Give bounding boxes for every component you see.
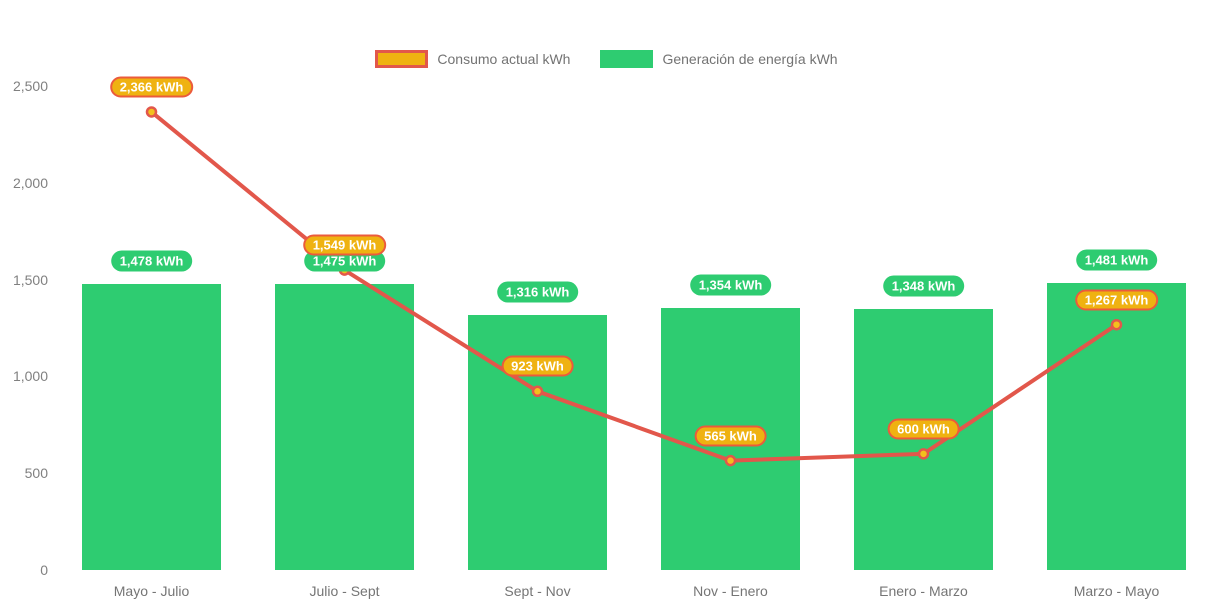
- y-axis-tick-label: 2,000: [12, 174, 48, 191]
- y-axis-tick-label: 2,500: [12, 78, 48, 94]
- y-axis-tick-label: 0: [40, 562, 48, 578]
- generation-value-label: 1,348 kWh: [882, 275, 965, 297]
- consumption-point-marker[interactable]: [917, 448, 930, 460]
- generation-value-label: 1,316 kWh: [496, 281, 579, 303]
- consumption-point-marker[interactable]: [724, 454, 737, 467]
- generation-bar[interactable]: [275, 284, 414, 570]
- x-axis-category-label: Julio - Sept: [309, 583, 380, 599]
- x-axis-category-label: Sept - Nov: [504, 583, 571, 599]
- consumption-value-label: 1,549 kWh: [302, 234, 387, 256]
- generacion-swatch-icon: [600, 50, 654, 68]
- y-axis-tick-label: 1,000: [12, 368, 48, 385]
- x-axis-category-label: Mayo - Julio: [113, 583, 190, 599]
- consumo-swatch-icon: [375, 50, 429, 68]
- y-axis-tick-label: 1,500: [12, 271, 48, 288]
- generation-bar[interactable]: [82, 283, 221, 570]
- generation-value-label: 1,478 kWh: [110, 250, 193, 272]
- legend-label-consumo: Consumo actual kWh: [437, 51, 571, 67]
- generation-value-label: 1,475 kWh: [303, 250, 386, 272]
- x-axis-category-label: Enero - Marzo: [879, 583, 968, 599]
- consumption-value-label: 600 kWh: [887, 418, 960, 440]
- consumption-point-marker[interactable]: [531, 385, 544, 398]
- legend-item-generacion[interactable]: Generación de energía kWh: [600, 50, 838, 68]
- generation-bar[interactable]: [1047, 283, 1186, 570]
- generation-bar[interactable]: [854, 309, 993, 570]
- generation-value-label: 1,481 kWh: [1075, 249, 1158, 271]
- consumption-value-label: 2,366 kWh: [109, 76, 194, 98]
- consumption-value-label: 1,267 kWh: [1074, 289, 1159, 311]
- y-axis-tick-label: 500: [24, 465, 48, 482]
- legend: Consumo actual kWh Generación de energía…: [0, 50, 1213, 68]
- consumption-value-label: 565 kWh: [694, 425, 767, 447]
- legend-item-consumo[interactable]: Consumo actual kWh: [375, 50, 570, 68]
- legend-label-generacion: Generación de energía kWh: [662, 51, 838, 67]
- x-axis-category-label: Nov - Enero: [693, 583, 768, 599]
- generation-value-label: 1,354 kWh: [689, 274, 772, 296]
- consumption-point-marker[interactable]: [145, 106, 158, 118]
- consumption-value-label: 923 kWh: [501, 355, 574, 377]
- consumption-point-marker[interactable]: [1110, 318, 1123, 331]
- x-axis-category-label: Marzo - Mayo: [1073, 583, 1160, 599]
